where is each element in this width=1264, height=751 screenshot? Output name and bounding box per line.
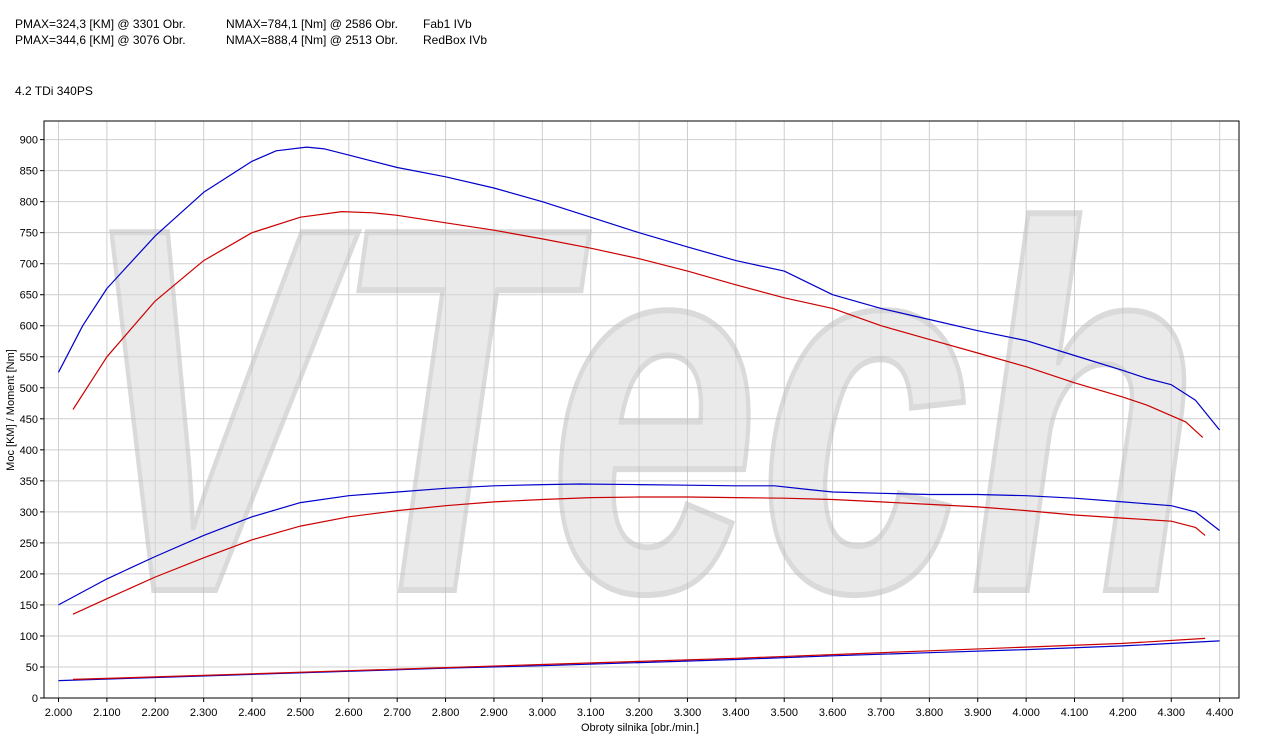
chart-subtitle: 4.2 TDi 340PS [15,84,93,98]
x-tick-label: 3.000 [529,707,557,719]
x-tick-label: 4.200 [1109,707,1137,719]
x-tick-label: 2.200 [142,707,170,719]
y-tick-label: 200 [20,569,38,581]
y-tick-label: 700 [20,259,38,271]
y-tick-label: 550 [20,352,38,364]
x-tick-label: 4.100 [1061,707,1089,719]
y-tick-label: 650 [20,290,38,302]
watermark-text: VTech [80,120,1200,701]
x-tick-label: 4.000 [1012,707,1040,719]
header-row-2-pmax: PMAX=344,6 [KM] @ 3076 Obr. [15,33,186,47]
y-tick-label: 0 [32,693,38,705]
y-tick-label: 450 [20,414,38,426]
x-tick-label: 2.800 [432,707,460,719]
x-tick-label: 2.100 [93,707,121,719]
plot-frame [43,120,1240,699]
series-line-1 [57,146,1221,431]
y-axis-label: Moc [KM] / Moment [Nm] [5,349,17,471]
header-row-1-nmax: NMAX=784,1 [Nm] @ 2586 Obr. [226,17,398,31]
y-tick-label: 100 [20,631,38,643]
y-tick-label: 600 [20,321,38,333]
y-tick-label: 250 [20,538,38,550]
x-tick-label: 2.600 [335,707,363,719]
x-tick-label: 3.300 [674,707,702,719]
x-axis: 2.000 2.100 2.200 2.300 2.400 2.500 2.600 2.700… [45,698,1234,719]
series-line-2 [72,211,1204,438]
x-tick-label: 4.300 [1158,707,1186,719]
x-tick-label: 3.400 [722,707,750,719]
x-tick-label: 2.400 [238,707,266,719]
header-row-1-name: Fab1 IVb [423,17,472,31]
y-tick-label: 750 [20,228,38,240]
x-tick-label: 2.700 [383,707,411,719]
y-tick-label: 850 [20,166,38,178]
x-tick-label: 3.900 [964,707,992,719]
x-tick-label: 3.800 [916,707,944,719]
x-axis-label: Obroty silnika [obr./min.] [581,722,699,734]
header-row-2-nmax: NMAX=888,4 [Nm] @ 2513 Obr. [226,33,398,47]
y-tick-label: 500 [20,383,38,395]
y-tick-label: 300 [20,507,38,519]
watermark-logo: VTech [77,117,1203,704]
y-tick-label: 900 [20,135,38,147]
x-tick-label: 2.300 [190,707,218,719]
y-tick-label: 400 [20,445,38,457]
y-tick-label: 150 [20,600,38,612]
x-tick-label: 3.100 [577,707,605,719]
series-line-4 [72,496,1206,615]
y-axis: 0 50 100 150 200 250 300 350 400 450 500 550 600 650 7… [20,135,44,705]
series-line-3 [58,483,1220,606]
y-tick-label: 350 [20,476,38,488]
x-tick-label: 3.500 [770,707,798,719]
x-tick-label: 2.000 [45,707,73,719]
x-tick-label: 3.200 [625,707,653,719]
x-tick-label: 2.500 [287,707,315,719]
header-row-1-pmax: PMAX=324,3 [KM] @ 3301 Obr. [15,17,186,31]
x-tick-label: 3.700 [867,707,895,719]
plot-area [44,121,1239,698]
x-tick-label: 3.600 [819,707,847,719]
y-tick-label: 800 [20,197,38,209]
header-row-2-name: RedBox IVb [423,33,488,47]
series-line-6 [72,637,1206,680]
x-tick-label: 4.400 [1206,707,1234,719]
x-tick-label: 2.900 [480,707,508,719]
y-tick-label: 50 [26,662,38,674]
series-group [57,146,1221,682]
